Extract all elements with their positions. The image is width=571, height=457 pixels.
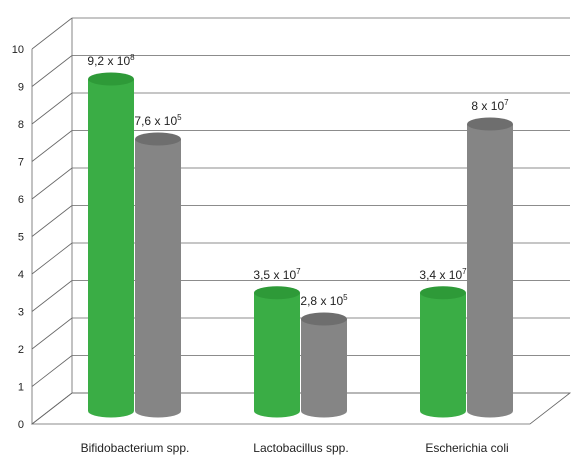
y-tick-label: 0 <box>18 419 24 431</box>
bar <box>420 286 466 418</box>
y-tick-label: 9 <box>18 82 24 94</box>
bar <box>254 286 300 418</box>
bar-body <box>467 124 513 418</box>
data-label: 3,5 x 107 <box>253 267 301 282</box>
grid-diagonal <box>31 355 73 387</box>
grid-diagonal <box>31 242 73 275</box>
grid-diagonal <box>31 280 73 312</box>
bar <box>301 312 347 418</box>
y-tick-label: 7 <box>18 157 24 169</box>
grid-diagonal <box>31 130 73 162</box>
grid-diagonal <box>31 205 73 237</box>
bar-top <box>420 286 466 300</box>
bar <box>88 72 134 418</box>
bar-top <box>467 117 513 131</box>
x-category-label: Bifidobacterium spp. <box>81 441 190 455</box>
bar-body <box>135 139 181 418</box>
grid-diagonal <box>31 317 73 350</box>
x-category-label: Lactobacillus spp. <box>253 441 348 455</box>
y-axis-ticks: 0 1 2 3 4 5 6 7 8 9 10 <box>12 44 24 431</box>
bar <box>467 117 513 418</box>
bar-body <box>301 319 347 418</box>
y-tick-label: 8 <box>18 119 24 131</box>
y-tick-label: 6 <box>18 194 24 206</box>
floor-plane <box>30 392 571 425</box>
bar-top <box>88 72 134 86</box>
y-tick-label: 3 <box>18 307 24 319</box>
y-tick-label: 2 <box>18 344 24 356</box>
grid-diagonal <box>31 17 73 50</box>
bar <box>135 132 181 418</box>
bar-body <box>88 79 134 418</box>
data-label: 8 x 107 <box>471 98 509 113</box>
bar-top <box>254 286 300 300</box>
bar-top <box>135 132 181 146</box>
data-label: 7,6 x 105 <box>134 113 182 128</box>
y-tick-label: 5 <box>18 232 24 244</box>
bars <box>88 72 513 418</box>
grid-diagonal <box>31 92 73 125</box>
y-tick-label: 4 <box>18 269 24 281</box>
bar-top <box>301 312 347 326</box>
data-label: 2,8 x 105 <box>300 293 348 308</box>
data-labels: 9,2 x 108 7,6 x 105 3,5 x 107 2,8 x 105 3,4 … <box>87 53 509 308</box>
bar-body <box>254 292 300 418</box>
data-label: 3,4 x 107 <box>419 267 467 282</box>
x-category-label: Escherichia coli <box>425 441 508 455</box>
y-tick-label: 1 <box>18 382 24 394</box>
x-axis-categories: Bifidobacterium spp. Lactobacillus spp. Es… <box>81 441 509 455</box>
grid-diagonal <box>31 167 73 200</box>
data-label: 9,2 x 108 <box>87 53 135 68</box>
y-tick-label: 10 <box>12 44 24 56</box>
bar-body <box>420 292 466 418</box>
grid-diagonal <box>31 55 73 87</box>
